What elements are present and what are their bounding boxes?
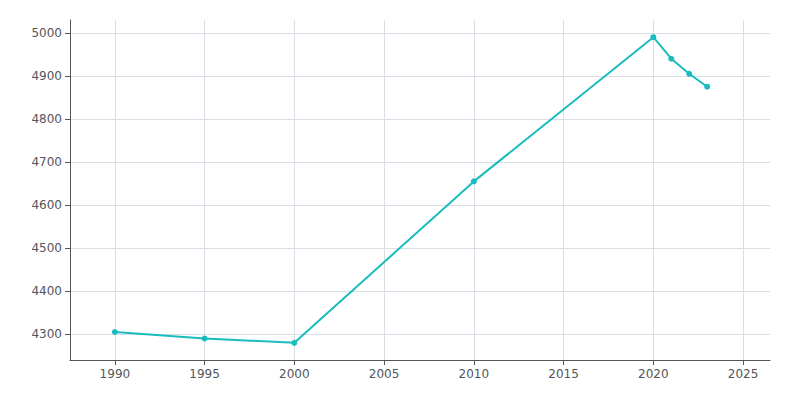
svg-text:2015: 2015 bbox=[548, 367, 579, 381]
svg-text:4700: 4700 bbox=[31, 155, 62, 169]
svg-text:2025: 2025 bbox=[728, 367, 759, 381]
svg-text:4500: 4500 bbox=[31, 241, 62, 255]
svg-text:4600: 4600 bbox=[31, 198, 62, 212]
svg-text:2010: 2010 bbox=[459, 367, 490, 381]
svg-text:5000: 5000 bbox=[31, 26, 62, 40]
svg-text:1990: 1990 bbox=[100, 367, 131, 381]
svg-text:2000: 2000 bbox=[279, 367, 310, 381]
svg-text:4300: 4300 bbox=[31, 327, 62, 341]
svg-text:2020: 2020 bbox=[638, 367, 669, 381]
svg-text:4400: 4400 bbox=[31, 284, 62, 298]
svg-text:4900: 4900 bbox=[31, 69, 62, 83]
svg-text:2005: 2005 bbox=[369, 367, 400, 381]
svg-text:1995: 1995 bbox=[189, 367, 220, 381]
svg-text:4800: 4800 bbox=[31, 112, 62, 126]
